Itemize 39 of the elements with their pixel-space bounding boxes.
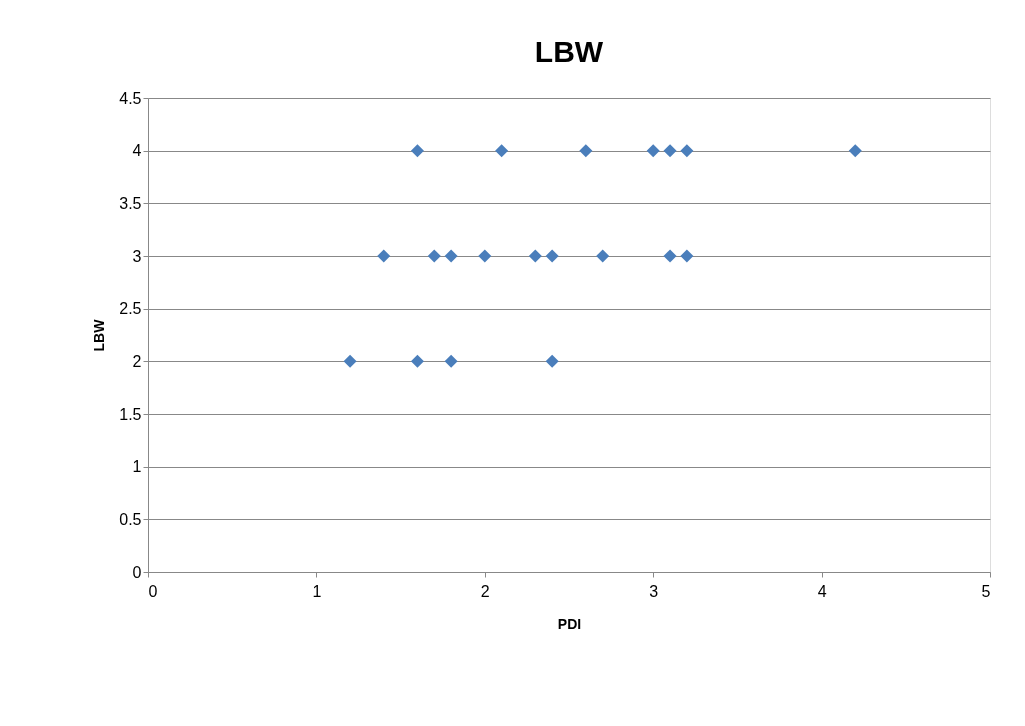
point xyxy=(495,144,509,158)
point xyxy=(377,249,391,263)
x-tick-label: 0 xyxy=(148,582,158,600)
x-tick-label: 1 xyxy=(312,582,322,600)
point xyxy=(646,144,660,158)
point xyxy=(528,249,542,263)
point xyxy=(579,144,593,158)
point xyxy=(478,249,492,263)
y-axis-title: LBW xyxy=(91,318,108,352)
y-tick-label: 2 xyxy=(132,352,142,370)
point xyxy=(427,249,441,263)
x-tick-label: 3 xyxy=(649,582,659,600)
point xyxy=(444,249,458,263)
point xyxy=(680,249,694,263)
point xyxy=(410,144,424,158)
point xyxy=(444,354,458,368)
y-tick-label: 0 xyxy=(132,563,142,581)
y-tick-label: 2.5 xyxy=(119,300,142,318)
x-tick-label: 4 xyxy=(817,582,827,600)
y-tick-label: 3 xyxy=(132,247,142,265)
point xyxy=(545,249,559,263)
point xyxy=(663,144,677,158)
point xyxy=(848,144,862,158)
x-axis-title: PDI xyxy=(557,615,582,632)
y-tick-label: 1 xyxy=(132,458,142,476)
point xyxy=(596,249,610,263)
x-tick-label: 2 xyxy=(480,582,490,600)
y-tick-label: 1.5 xyxy=(119,405,142,423)
point xyxy=(663,249,677,263)
y-tick-label: 4 xyxy=(132,142,142,160)
y-tick-label: 3.5 xyxy=(119,194,142,212)
point xyxy=(343,354,357,368)
y-tick-label: 4.5 xyxy=(119,89,142,107)
point xyxy=(545,354,559,368)
y-tick-label: 0.5 xyxy=(119,510,142,528)
point xyxy=(410,354,424,368)
chart-title: LBW xyxy=(534,35,604,68)
point xyxy=(680,144,694,158)
x-tick-label: 5 xyxy=(981,582,991,600)
